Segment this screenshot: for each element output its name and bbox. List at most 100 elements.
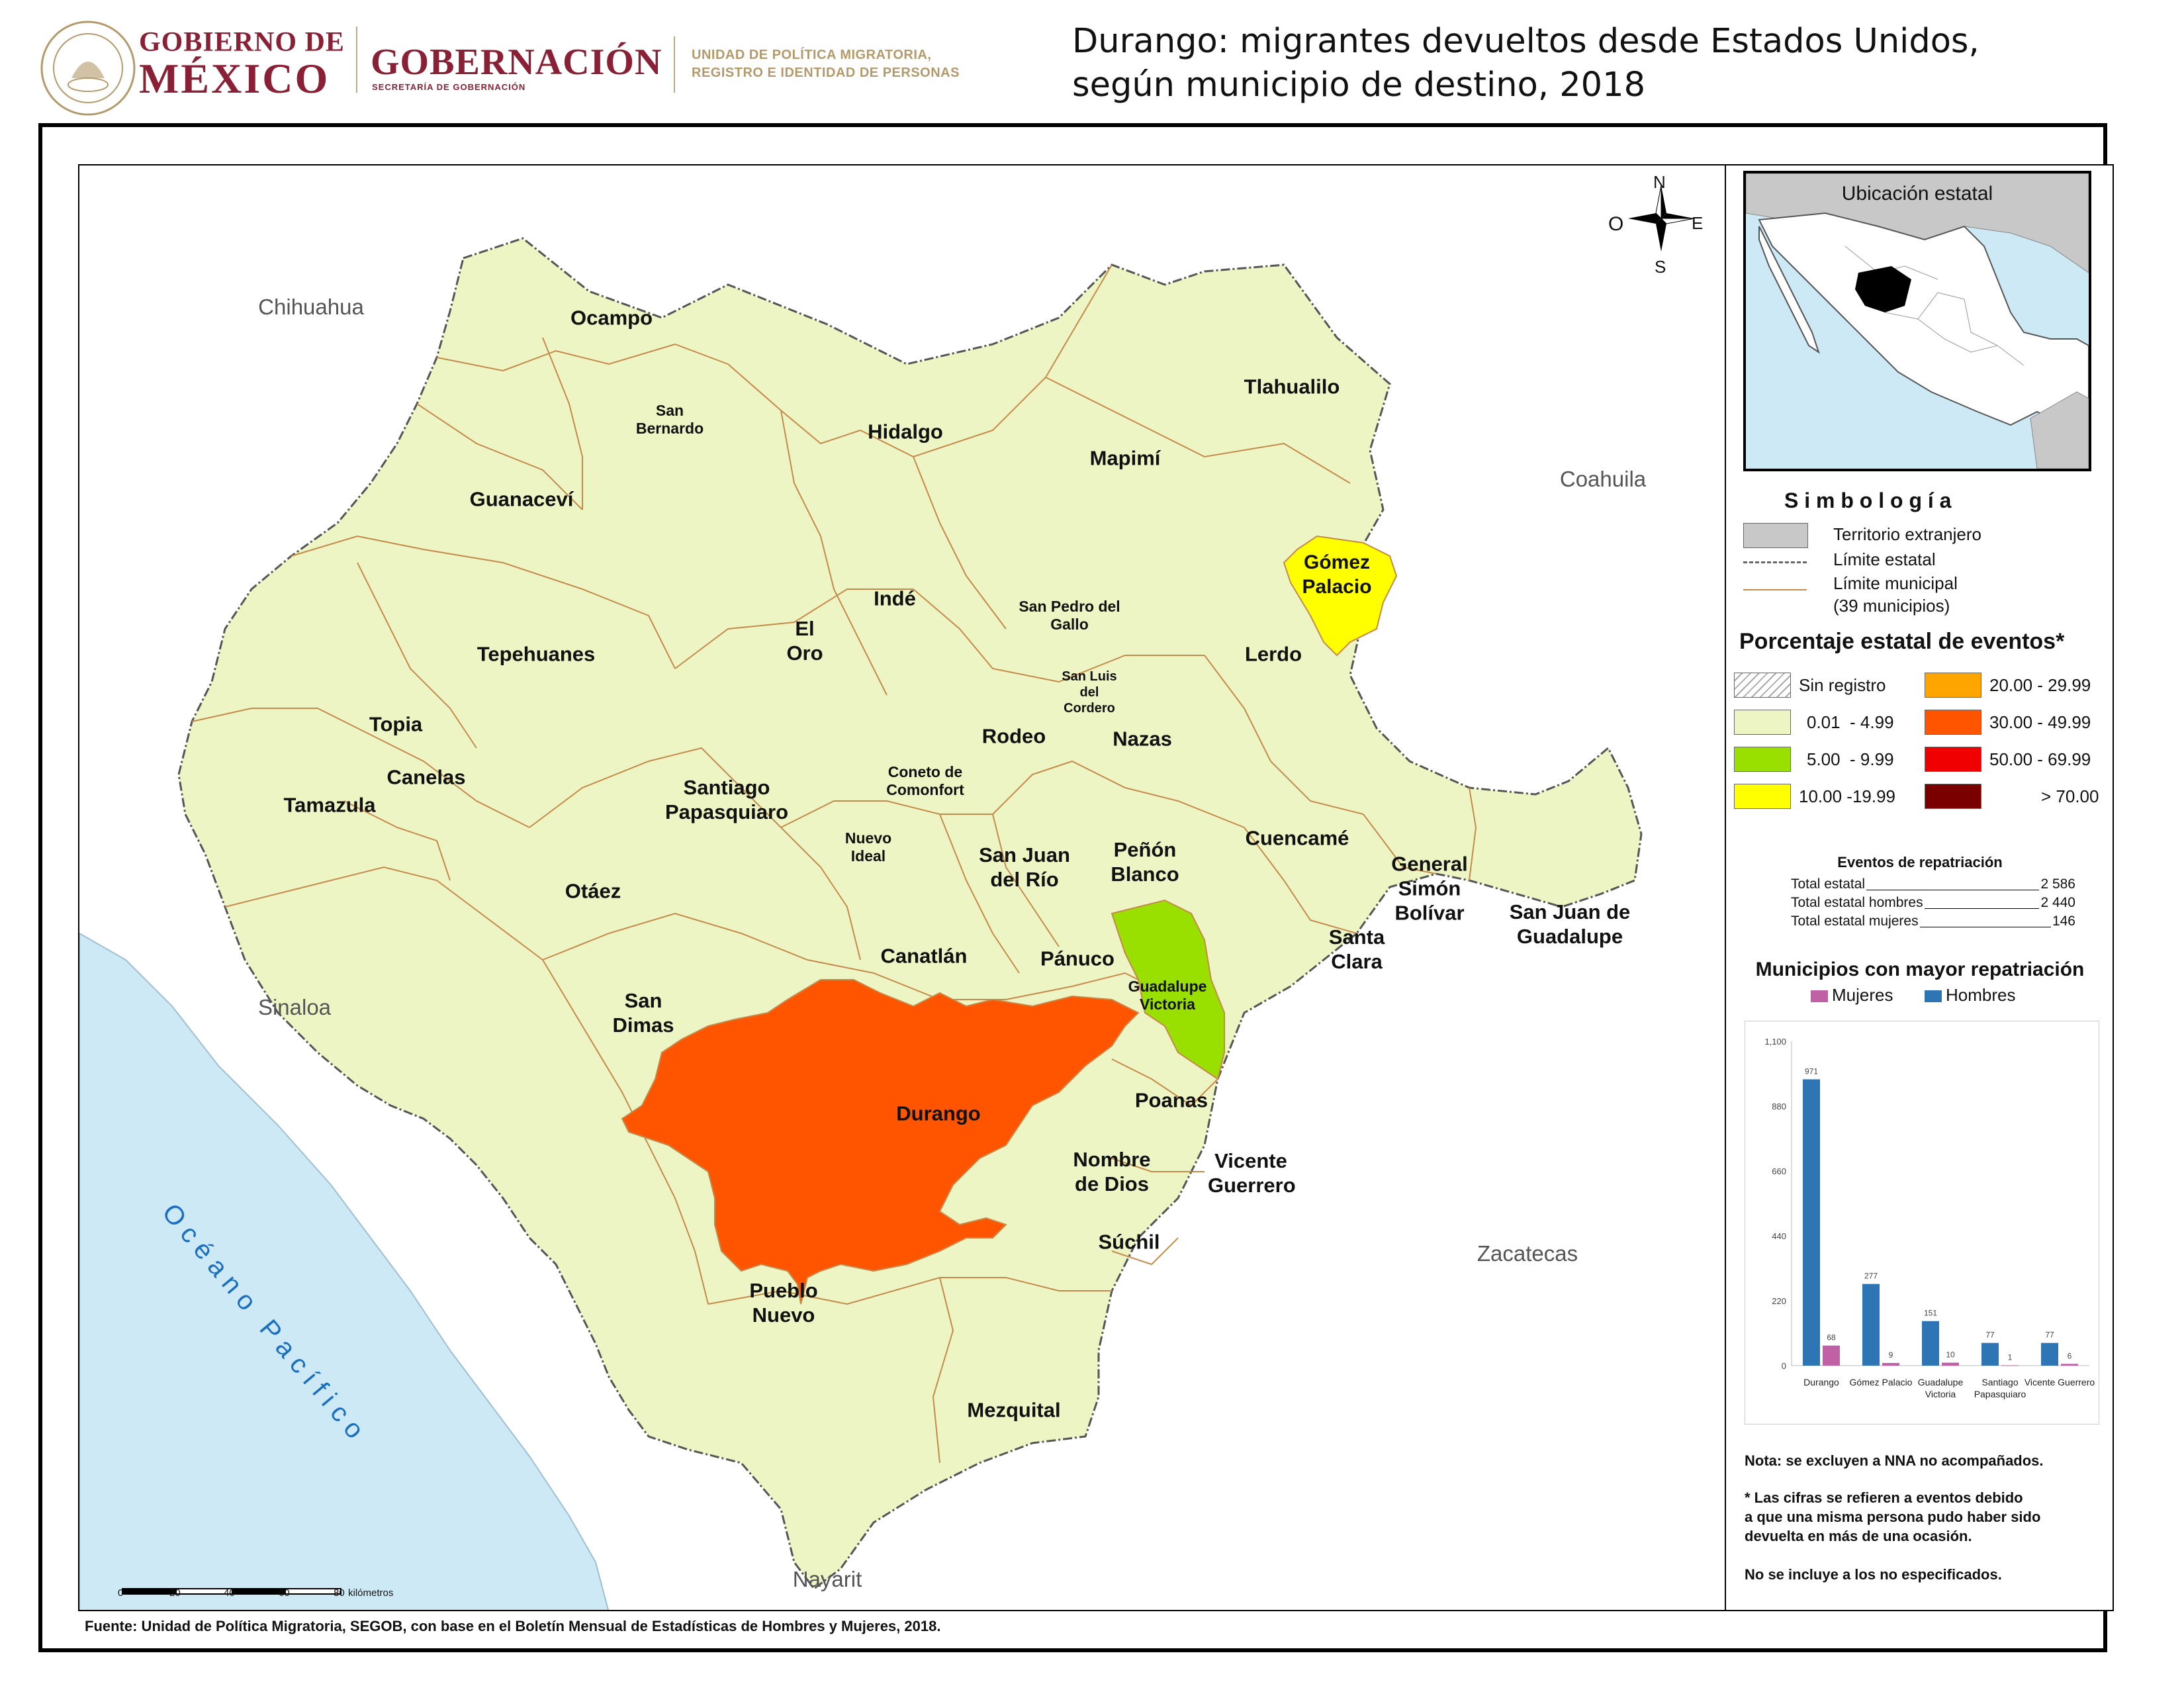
note-asterisk-line: * Las cifras se refieren a eventos debid…	[1745, 1489, 2023, 1506]
compass-north-label: N	[1653, 172, 1666, 192]
legend-panel: Ubicación estatal S i m b o l o g í a Te…	[1726, 164, 2114, 1611]
municipality-label: Vicente Guerrero	[1208, 1149, 1296, 1197]
state-label-coahuila: Coahuila	[1559, 467, 1647, 491]
inset-title: Ubicación estatal	[1841, 183, 1993, 205]
gomez-palacio-area	[1283, 535, 1398, 657]
class-label: > 70.00	[2041, 786, 2099, 806]
events-row-label: Total estatal hombres	[1791, 895, 1923, 910]
municipality-label: Topia	[369, 712, 423, 736]
municipality-label: Rodeo	[981, 724, 1046, 748]
municipality-label: Canatlán	[880, 944, 968, 968]
source-note: Fuente: Unidad de Política Migratoria, S…	[85, 1618, 941, 1634]
unit-name: UNIDAD DE POLÍTICA MIGRATORIA, REGISTRO …	[692, 46, 960, 82]
durango-municipality-area	[621, 979, 1140, 1305]
data-label-mujeres: 10	[1946, 1350, 1955, 1360]
category-label: Vicente Guerrero	[2025, 1377, 2095, 1387]
category-label: Papasquiaro	[1974, 1389, 2026, 1399]
bar-mujeres	[2061, 1364, 2078, 1366]
class-label: 30.00 - 49.99	[1989, 712, 2091, 732]
municipality-label: El Oro	[786, 617, 823, 665]
class-label: 50.00 - 69.99	[1989, 749, 2091, 769]
events-row-label: Total estatal mujeres	[1791, 914, 1919, 929]
municipality-label: Hidalgo	[868, 420, 943, 444]
class-swatch	[1925, 784, 1981, 809]
data-label-mujeres: 1	[2008, 1353, 2013, 1362]
data-label-hombres: 77	[2045, 1331, 2054, 1340]
simbologia-title: S i m b o l o g í a	[1784, 489, 1952, 512]
legend-symbol-label: Límite municipal	[1833, 573, 1958, 593]
ocean-area	[79, 932, 609, 1610]
class-label: 0.01 - 4.99	[1807, 712, 1894, 732]
gobierno-de-text: GOBIERNO DE	[139, 27, 345, 58]
category-label: Guadalupe	[1918, 1377, 1964, 1387]
data-label-hombres: 277	[1864, 1272, 1878, 1281]
municipality-label: Mapimí	[1089, 446, 1161, 470]
category-label: Victoria	[1925, 1389, 1956, 1399]
bar-chart-box: 0 220 440 660 880 1,100 971 68 Durango 277 9 Gómez …	[1745, 1021, 2099, 1425]
y-tick-label: 220	[1772, 1296, 1786, 1306]
municipality-label: Tepehuanes	[477, 642, 596, 666]
class-swatch	[1734, 710, 1791, 735]
inset-baja	[1758, 226, 1820, 354]
municipality-label: Santa Clara	[1328, 925, 1385, 973]
data-label-mujeres: 68	[1827, 1333, 1836, 1342]
municipality-label: Nuevo Ideal	[844, 829, 892, 865]
class-swatch	[1734, 784, 1791, 809]
category-label: Durango	[1803, 1377, 1839, 1387]
class-label: Sin registro	[1799, 675, 1886, 695]
scale-tick: 20	[169, 1587, 181, 1599]
chart-title: Municipios con mayor repatriación	[1755, 959, 2085, 980]
mexico-text: MÉXICO	[139, 55, 330, 102]
municipality-label: San Juan del Río	[979, 843, 1070, 891]
foreign-territory-swatch	[1743, 523, 1808, 548]
municipality-label: Tamazula	[283, 793, 376, 817]
map-area: N S E O 0 20 40 60 80 kilómetros Chihuah…	[78, 164, 1726, 1611]
events-row-label: Total estatal	[1791, 876, 1866, 892]
municipality-label: Otáez	[565, 879, 621, 903]
municipal-limit-symbol	[1743, 589, 1807, 590]
chart-legend-label: Mujeres	[1832, 985, 1893, 1005]
municipality-label: Nazas	[1113, 727, 1172, 751]
municipality-label: Tlahualilo	[1244, 375, 1340, 399]
municipality-label: Durango	[896, 1102, 981, 1125]
municipality-label: Pánuco	[1040, 947, 1115, 970]
class-label: 10.00 -19.99	[1799, 786, 1896, 806]
inset-mexico	[1758, 212, 2089, 426]
header-divider	[674, 36, 675, 93]
scale-tick: 0	[118, 1587, 124, 1599]
events-table: Total estatal 2 586 Total estatal hombre…	[1791, 875, 2075, 931]
municipality-label: Guanaceví	[469, 487, 574, 511]
compass-west-label: O	[1608, 213, 1624, 235]
scale-unit: kilómetros	[348, 1587, 394, 1599]
unit-line: UNIDAD DE POLÍTICA MIGRATORIA,	[692, 48, 932, 62]
inset-durango-highlight	[1855, 266, 1911, 312]
municipality-label: Guadalupe Victoria	[1128, 978, 1207, 1013]
legend-symbol-label: Territorio extranjero	[1833, 524, 1981, 544]
municipality-label: Ocampo	[570, 306, 653, 330]
municipality-label: San Pedro del Gallo	[1019, 598, 1120, 633]
data-label-mujeres: 6	[2068, 1351, 2072, 1360]
municipality-label: San Luis del Cordero	[1062, 669, 1117, 716]
category-label: Santiago	[1981, 1377, 2018, 1387]
data-label-hombres: 151	[1924, 1309, 1937, 1318]
class-swatch	[1734, 747, 1791, 772]
municipality-label: Gómez Palacio	[1302, 551, 1372, 598]
category-label: Gómez Palacio	[1850, 1377, 1913, 1387]
title-line: según municipio de destino, 2018	[1072, 66, 1646, 105]
bar-mujeres	[1882, 1362, 1899, 1366]
y-tick-label: 880	[1772, 1102, 1786, 1111]
bar-mujeres	[1823, 1345, 1840, 1366]
unit-line: REGISTRO E IDENTIDAD DE PERSONAS	[692, 66, 960, 80]
inset-map-canvas	[1746, 173, 2089, 469]
state-label-zacatecas: Zacatecas	[1477, 1241, 1578, 1266]
events-row: Total estatal mujeres 146	[1791, 912, 2075, 931]
municipality-label: Lerdo	[1244, 642, 1302, 666]
chart-legend-label: Hombres	[1946, 985, 2016, 1005]
data-label-mujeres: 9	[1889, 1350, 1893, 1360]
municipality-label: Nombre de Dios	[1073, 1148, 1151, 1196]
bar-mujeres	[1942, 1362, 1959, 1366]
state-limit-symbol	[1743, 561, 1807, 563]
municipality-label: Súchil	[1098, 1230, 1160, 1254]
class-swatch	[1925, 710, 1981, 735]
municipality-label: Peñón Blanco	[1111, 838, 1179, 886]
